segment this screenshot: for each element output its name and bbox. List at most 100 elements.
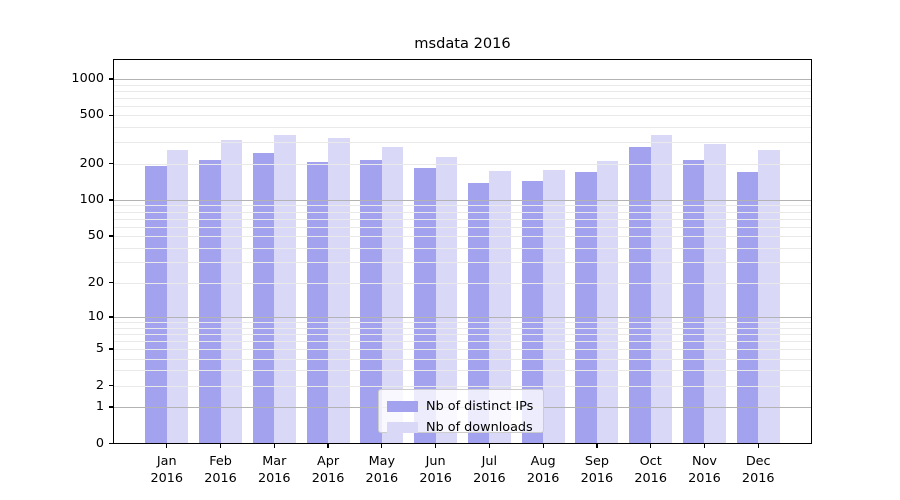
x-tick-month: Feb xyxy=(209,453,232,469)
bar-distinct-ips-dec xyxy=(736,171,759,444)
legend: Nb of distinct IPs Nb of downloads xyxy=(378,389,544,435)
x-tick-year: 2016 xyxy=(150,471,184,486)
y-tick-mark xyxy=(108,406,113,408)
x-tick-mark xyxy=(650,443,652,448)
gridline-major xyxy=(113,78,812,80)
legend-item-downloads: Nb of downloads xyxy=(387,417,533,437)
bar-distinct-ips-apr xyxy=(306,161,329,444)
legend-label-distinct-ips: Nb of distinct IPs xyxy=(426,398,534,414)
x-tick-year: 2016 xyxy=(473,471,506,486)
x-tick-mark xyxy=(273,443,275,448)
y-tick-mark xyxy=(108,316,113,318)
y-tick-label: 500 xyxy=(79,107,104,123)
x-tick-label-nov: Nov 2016 xyxy=(669,453,739,488)
x-tick-year: 2016 xyxy=(204,471,237,486)
bar-distinct-ips-nov xyxy=(682,159,705,444)
y-tick-mark xyxy=(108,114,113,117)
gridline-minor xyxy=(113,163,812,165)
gridline-minor xyxy=(113,385,812,387)
y-tick-mark xyxy=(108,348,113,350)
gridline-minor xyxy=(113,142,812,144)
gridline-minor xyxy=(113,205,812,207)
x-tick-month: Jan xyxy=(156,453,177,469)
x-tick-label-aug: Aug 2016 xyxy=(508,453,578,488)
bar-distinct-ips-oct xyxy=(629,146,651,444)
bar-distinct-ips-may xyxy=(360,160,382,444)
gridline-minor xyxy=(113,127,812,129)
x-tick-year: 2016 xyxy=(526,471,560,486)
bar-downloads-aug xyxy=(543,169,565,444)
gridline-minor xyxy=(113,90,812,92)
x-tick-month: Aug xyxy=(530,453,556,469)
y-tick-mark xyxy=(108,163,113,165)
gridline-minor xyxy=(113,236,812,238)
x-tick-year: 2016 xyxy=(311,471,345,486)
y-tick-label: 1 xyxy=(95,398,104,414)
bar-distinct-ips-feb xyxy=(199,160,221,444)
x-tick-label-mar: Mar 2016 xyxy=(239,453,309,488)
x-tick-mark xyxy=(435,443,437,448)
gridline-minor xyxy=(113,211,812,213)
gridline-minor xyxy=(113,218,812,220)
y-tick-label: 0 xyxy=(95,435,104,451)
legend-item-distinct-ips: Nb of distinct IPs xyxy=(387,396,533,416)
y-tick-mark xyxy=(108,442,113,445)
y-tick-label: 2 xyxy=(95,377,104,393)
gridline-minor xyxy=(113,348,812,350)
bar-downloads-sep xyxy=(596,160,619,444)
x-tick-year: 2016 xyxy=(580,471,614,486)
gridline-minor xyxy=(113,340,812,342)
bar-downloads-oct xyxy=(650,135,673,444)
gridline-minor xyxy=(113,333,812,335)
gridline-minor xyxy=(113,282,812,284)
x-tick-year: 2016 xyxy=(258,471,291,486)
y-tick-label: 50 xyxy=(87,228,104,244)
x-tick-month: Apr xyxy=(316,453,340,469)
x-tick-label-feb: Feb 2016 xyxy=(186,453,256,488)
gridline-minor xyxy=(113,97,812,99)
bar-downloads-mar xyxy=(274,134,296,444)
x-tick-mark xyxy=(488,443,490,448)
y-tick-label: 200 xyxy=(79,155,104,171)
y-tick-mark xyxy=(108,235,113,237)
x-tick-year: 2016 xyxy=(741,471,775,486)
x-tick-label-jan: Jan 2016 xyxy=(132,453,202,488)
x-tick-mark xyxy=(703,443,706,448)
x-tick-mark xyxy=(166,443,168,448)
bar-distinct-ips-sep xyxy=(575,172,597,444)
x-tick-label-oct: Oct 2016 xyxy=(616,453,686,488)
x-tick-mark xyxy=(219,443,222,448)
x-tick-month: Sep xyxy=(584,453,609,469)
chart-title: msdata 2016 xyxy=(414,35,511,52)
x-tick-year: 2016 xyxy=(688,471,721,486)
x-tick-month: Oct xyxy=(639,453,662,469)
y-tick-label: 5 xyxy=(95,340,104,356)
legend-swatch-downloads xyxy=(387,421,418,433)
bar-downloads-dec xyxy=(758,150,780,444)
x-tick-month: Nov xyxy=(691,453,717,469)
y-tick-label: 10 xyxy=(87,308,104,324)
x-tick-mark xyxy=(596,443,598,448)
x-tick-year: 2016 xyxy=(634,471,667,486)
gridline-minor xyxy=(113,105,812,107)
gridline-minor xyxy=(113,262,812,264)
y-tick-mark xyxy=(108,199,113,201)
bar-downloads-feb xyxy=(220,139,243,444)
bar-downloads-apr xyxy=(328,137,350,444)
gridline-minor xyxy=(113,370,812,372)
y-tick-label: 1000 xyxy=(71,70,104,86)
x-tick-mark xyxy=(327,443,329,448)
gridline-minor xyxy=(113,358,812,360)
bar-distinct-ips-jan xyxy=(145,166,167,444)
gridline-minor xyxy=(113,226,812,228)
x-tick-label-jul: Jul 2016 xyxy=(454,453,524,488)
gridline-minor xyxy=(113,322,812,323)
y-tick-mark xyxy=(108,282,113,284)
x-tick-month: Mar xyxy=(262,453,287,469)
x-tick-label-apr: Apr 2016 xyxy=(293,453,363,488)
y-tick-label: 100 xyxy=(79,191,104,207)
x-tick-label-sep: Sep 2016 xyxy=(562,453,632,488)
y-tick-mark xyxy=(108,78,113,80)
x-tick-year: 2016 xyxy=(365,471,399,486)
